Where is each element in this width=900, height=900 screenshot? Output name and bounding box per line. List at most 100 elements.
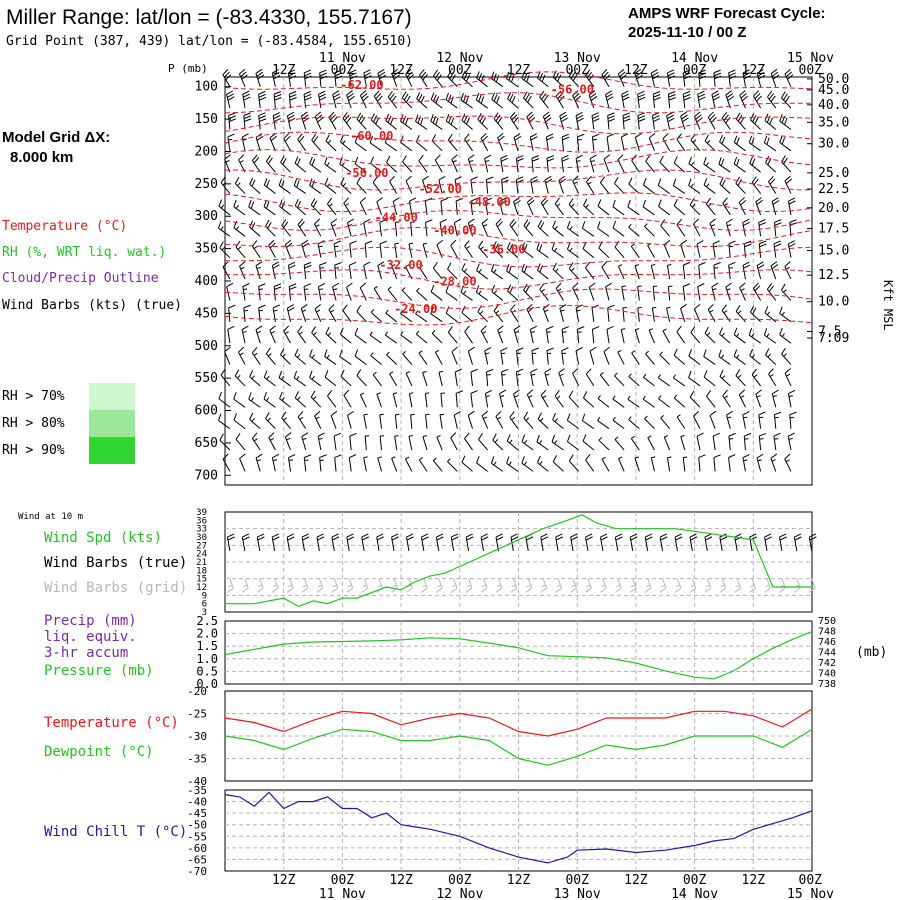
wind-barb — [324, 370, 337, 387]
barb-staff — [244, 578, 249, 589]
wind-barb — [561, 154, 569, 173]
barb-staff — [567, 419, 579, 430]
barb-half-flag — [706, 139, 711, 144]
wind-barb — [348, 454, 357, 472]
barb-staff — [234, 183, 246, 194]
barb-flag — [494, 243, 499, 251]
barb-staff — [597, 420, 610, 430]
barb-half-flag — [479, 310, 484, 315]
barb-flag — [765, 348, 770, 356]
rh-swatch-90 — [89, 437, 135, 464]
barb-flag — [228, 304, 236, 309]
wind-barb — [228, 304, 236, 322]
barb-flag — [659, 155, 664, 163]
wind-barb — [621, 285, 626, 301]
wind-barb — [773, 240, 782, 258]
barb-flag — [773, 432, 781, 437]
wind-barb — [340, 177, 352, 194]
wind-barb — [719, 134, 731, 152]
barb-flag — [435, 587, 443, 593]
wind-barb — [314, 303, 322, 323]
barb-flag — [768, 175, 774, 182]
barb-flag — [284, 239, 292, 246]
barb-staff — [537, 226, 549, 237]
barb-flag — [218, 221, 222, 229]
barb-staff — [266, 161, 276, 173]
barb-staff — [576, 136, 580, 151]
barb-staff — [392, 393, 398, 408]
barb-flag — [508, 265, 512, 273]
barb-flag — [725, 90, 733, 96]
barb-staff — [265, 226, 276, 237]
barb-flag — [354, 327, 359, 336]
barb-staff — [749, 355, 761, 365]
barb-staff — [476, 462, 488, 472]
barb-staff — [445, 120, 458, 130]
barb-half-flag — [482, 331, 487, 334]
wind-barb — [410, 413, 415, 429]
barb-staff — [558, 180, 564, 194]
barb-staff — [643, 184, 655, 194]
barb-flag — [495, 587, 503, 593]
wind-barb-grid — [480, 578, 488, 593]
wind-barb — [682, 90, 691, 109]
barb-flag — [239, 453, 246, 459]
barb-staff — [713, 457, 716, 472]
wind-barb — [470, 390, 478, 408]
wind-barb — [219, 241, 231, 259]
wind-barb — [461, 263, 473, 280]
barb-flag — [241, 74, 248, 80]
barb-half-flag — [735, 584, 740, 588]
barb-staff — [743, 243, 746, 258]
barb-flag — [689, 533, 697, 538]
barb-staff — [430, 120, 443, 130]
barb-staff — [470, 393, 474, 408]
barb-staff — [410, 222, 413, 237]
barb-flag — [266, 179, 270, 188]
barb-half-flag — [690, 183, 694, 188]
barb-flag — [509, 94, 514, 102]
wind-barb — [540, 389, 549, 408]
barb-flag — [525, 285, 530, 293]
barb-flag — [526, 389, 534, 395]
wind-barb — [568, 454, 580, 472]
barb-staff — [340, 376, 352, 387]
barb-half-flag — [258, 584, 263, 588]
barb-flag — [757, 264, 765, 269]
barb-flag — [324, 157, 328, 165]
barb-flag — [289, 75, 297, 80]
wind-barb — [591, 326, 600, 344]
barb-flag — [272, 536, 280, 541]
barb-flag — [586, 71, 593, 79]
barb-half-flag — [501, 352, 506, 355]
barb-staff — [402, 353, 413, 365]
barb-flag — [772, 200, 780, 205]
barb-flag — [304, 261, 312, 266]
wind-barb — [418, 264, 428, 280]
barb-flag — [734, 533, 742, 538]
barb-flag — [721, 304, 727, 311]
barb-flag — [460, 93, 464, 101]
barb-staff — [377, 457, 383, 472]
barb-flag — [451, 533, 459, 538]
wind-barb — [749, 156, 761, 173]
barb-flag — [370, 113, 375, 121]
model-grid-value: 8.000 km — [10, 149, 73, 166]
wind-barb — [265, 412, 276, 430]
barb-flag — [339, 135, 344, 143]
barb-flag — [334, 261, 342, 266]
barb-half-flag — [256, 331, 261, 334]
barb-staff — [438, 372, 443, 387]
wind-barb — [709, 410, 717, 429]
barb-flag — [739, 90, 746, 96]
height-tick-label: 7:09 — [818, 331, 849, 346]
barb-half-flag — [598, 437, 603, 441]
barb-staff — [499, 393, 504, 408]
wind-barb — [328, 111, 338, 130]
barb-staff — [507, 98, 519, 109]
wind-barb — [224, 346, 231, 365]
wind-barb — [544, 175, 553, 194]
barb-staff — [632, 578, 637, 589]
height-axis-title: Kft MSL — [881, 280, 895, 331]
